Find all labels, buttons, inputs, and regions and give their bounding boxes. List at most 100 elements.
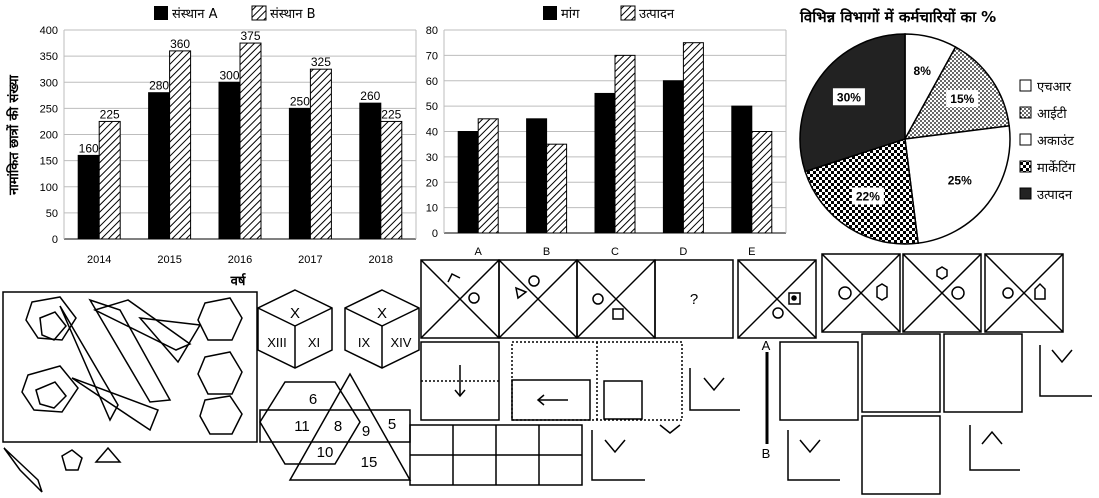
pie-slice-label: 22% <box>856 190 880 204</box>
bar-उत्पादन-A <box>477 118 499 234</box>
bar-मांग-E <box>731 105 753 234</box>
department-pie-chart: विभिन्न विभागों में कर्मचारियों का % 8% 1… <box>799 8 1076 245</box>
bar-मांग-B <box>526 118 548 234</box>
y-tick-label: 350 <box>40 51 58 63</box>
y-tick-label: 50 <box>426 101 438 113</box>
paper-folding-figures <box>409 341 683 486</box>
legend-swatch-institute-a <box>154 6 168 20</box>
x-tick-label: B <box>543 246 550 258</box>
bar-उत्पादन-B <box>546 143 568 234</box>
data-label: 225 <box>100 107 120 121</box>
legend-label-demand: मांग <box>561 7 580 22</box>
chart1-x-axis-title: वर्ष <box>230 273 247 289</box>
chart1-y-axis-title: नामांकित छात्रों की संख्या <box>6 75 22 196</box>
pie-title: विभिन्न विभागों में कर्मचारियों का % <box>799 8 996 26</box>
cube-two <box>344 289 420 369</box>
venn-number: 10 <box>317 444 334 461</box>
cube2-top-face: X <box>377 305 387 322</box>
data-label: 260 <box>360 89 380 103</box>
y-tick-label: 30 <box>426 152 438 164</box>
pie-label-bg <box>946 90 979 108</box>
pie-legend-label: मार्केटिंग <box>1037 160 1076 176</box>
pie-slice-label: 30% <box>837 90 861 104</box>
y-tick-label: 40 <box>426 127 438 139</box>
mirror-figures <box>591 333 1092 495</box>
mirror-label-a: A <box>762 338 771 353</box>
pie-label-bg <box>832 88 865 106</box>
data-label: 250 <box>290 94 310 108</box>
pie-legend-label: उत्पादन <box>1037 188 1073 203</box>
bar-संस्थान B-2018 <box>380 120 403 240</box>
x-tick-label: 2017 <box>298 254 322 266</box>
data-label: 225 <box>381 107 401 121</box>
pie-slices <box>799 33 1011 245</box>
pie-legend-swatch <box>1019 106 1032 119</box>
bar-मांग-D <box>662 80 684 234</box>
legend-label-production: उत्पादन <box>639 7 675 22</box>
legend-label-institute-a: संस्थान A <box>172 7 218 22</box>
y-tick-label: 20 <box>426 177 438 189</box>
pie-slice-label: 25% <box>948 173 972 187</box>
chart1-bars <box>77 42 403 240</box>
pie-legend-swatch <box>1019 79 1032 92</box>
bar-उत्पादन-D <box>682 42 704 234</box>
legend-swatch-demand <box>543 6 557 20</box>
pie-legend-label: आईटी <box>1037 106 1067 122</box>
x-tick-label: C <box>611 246 619 258</box>
hidden-figure-shapes <box>3 296 243 493</box>
bar-संस्थान B-2014 <box>98 120 121 240</box>
data-label: 360 <box>170 37 190 51</box>
y-tick-label: 80 <box>426 25 438 37</box>
legend-swatch-production <box>620 5 636 21</box>
data-label: 280 <box>149 79 169 93</box>
y-tick-label: 70 <box>426 50 438 62</box>
hidden-figure-box <box>2 291 258 443</box>
chart2-labels: 0 10 20 30 40 50 60 70 80 A B C D E <box>426 25 756 258</box>
y-tick-label: 300 <box>40 77 58 89</box>
venn-number: 9 <box>362 423 370 440</box>
demand-production-chart: 0 10 20 30 40 50 60 70 80 A B C D E मांग उत्पादन <box>426 5 787 258</box>
x-tick-label: 2014 <box>87 254 111 266</box>
legend-label-institute-b: संस्थान B <box>270 7 316 22</box>
chart2-bars <box>457 42 773 234</box>
bar-संस्थान B-2017 <box>309 68 332 240</box>
pie-legend-label: अकाउंट <box>1037 134 1074 149</box>
bar-संस्थान B-2015 <box>169 50 192 240</box>
pie-legend-label: एचआर <box>1037 80 1072 95</box>
venn-number: 6 <box>309 391 317 408</box>
x-tick-label: E <box>748 246 755 258</box>
y-tick-label: 200 <box>40 130 58 142</box>
pie-labels: 8% 15% 25% 22% 30% <box>832 64 979 205</box>
cube1-left-face: XIII <box>267 335 287 350</box>
bar-मांग-A <box>457 131 479 234</box>
pie-label-bg <box>851 187 884 205</box>
y-tick-label: 150 <box>40 156 58 168</box>
chart2-legend: मांग उत्पादन <box>543 5 675 22</box>
venn-number: 11 <box>294 418 310 435</box>
bar-मांग-C <box>594 92 616 234</box>
x-tick-label: 2015 <box>157 254 181 266</box>
institute-enrollment-chart: 0 50 100 150 200 250 300 350 400 160 225 2014 280 360… <box>6 5 417 289</box>
venn-number: 15 <box>361 454 378 471</box>
series-boxes <box>420 253 1064 339</box>
cube2-right-face: XIV <box>391 335 412 350</box>
cube-one <box>257 289 333 369</box>
bar-संस्थान A-2014 <box>77 154 100 240</box>
y-tick-label: 50 <box>46 208 58 220</box>
y-tick-label: 0 <box>432 228 438 240</box>
data-label: 375 <box>240 29 260 43</box>
pie-slice-अकाउंट <box>904 125 1011 245</box>
y-tick-label: 10 <box>426 203 438 215</box>
pie-legend: एचआर आईटी अकाउंट मार्केटिंग उत्पादन <box>1019 79 1076 203</box>
chart1-legend: संस्थान A संस्थान B <box>154 5 316 22</box>
x-tick-label: 2018 <box>369 254 393 266</box>
pie-legend-swatch <box>1019 133 1032 146</box>
data-label: 160 <box>79 141 99 155</box>
y-tick-label: 60 <box>426 76 438 88</box>
chart1-labels: 0 50 100 150 200 250 300 350 400 160 225 2014 280 360… <box>40 25 402 266</box>
x-tick-label: A <box>475 246 483 258</box>
x-tick-label: 2016 <box>228 254 252 266</box>
mirror-label-b: B <box>762 446 771 461</box>
bar-संस्थान A-2016 <box>218 81 241 240</box>
